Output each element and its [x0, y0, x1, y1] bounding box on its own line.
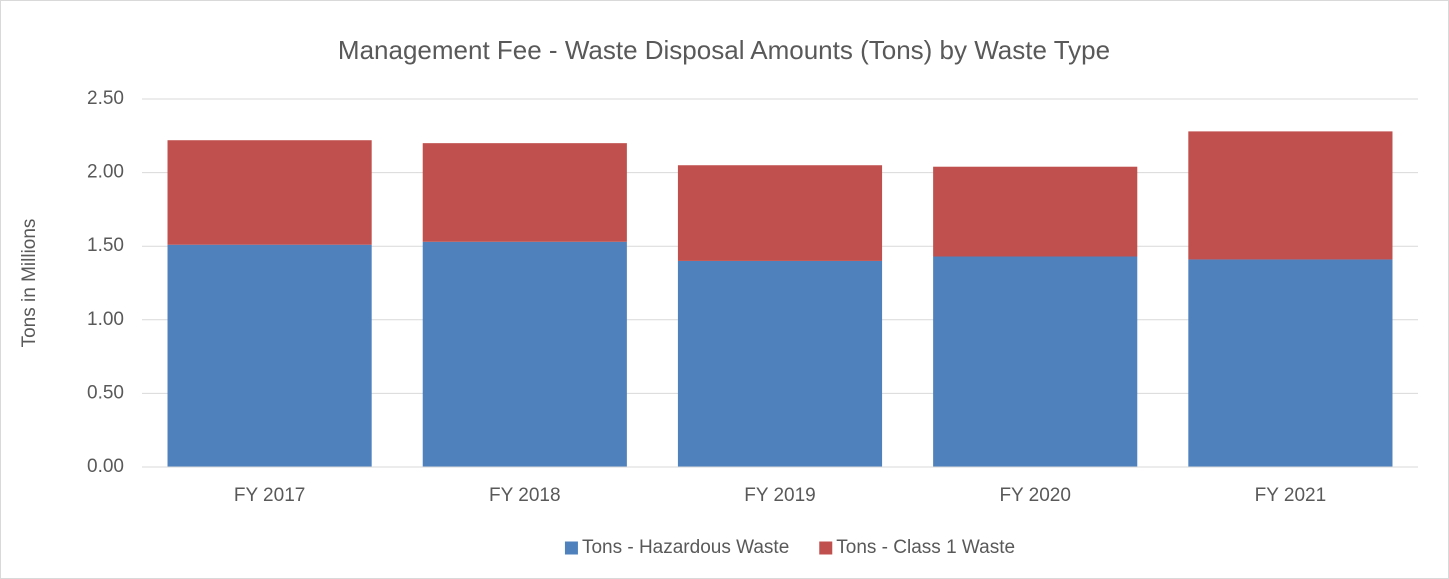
bar-segment	[422, 143, 627, 242]
y-tick-label: 0.50	[87, 382, 124, 403]
legend-label: Tons - Class 1 Waste	[836, 537, 1015, 558]
y-axis-label: Tons in Millions	[19, 219, 40, 348]
y-tick-label: 2.00	[87, 162, 124, 183]
bar-segment	[677, 260, 883, 467]
bar-segment	[167, 140, 372, 245]
bar-segment	[677, 165, 883, 261]
legend-swatch	[564, 541, 578, 555]
x-tick-label: FY 2017	[234, 485, 305, 506]
bar-segment	[1188, 131, 1393, 260]
bar-segment	[1188, 259, 1393, 467]
legend-swatch	[819, 541, 833, 555]
x-tick-label: FY 2019	[744, 485, 815, 506]
y-tick-label: 1.00	[87, 309, 124, 330]
x-tick-label: FY 2021	[1255, 485, 1326, 506]
legend-label: Tons - Hazardous Waste	[582, 537, 789, 558]
chart-title: Management Fee - Waste Disposal Amounts …	[338, 35, 1110, 65]
bar-segment	[933, 166, 1138, 257]
bar-segment	[933, 256, 1138, 467]
x-tick-label: FY 2020	[999, 485, 1070, 506]
bar-segment	[422, 241, 627, 467]
x-tick-label: FY 2018	[489, 485, 560, 506]
y-tick-label: 1.50	[87, 235, 124, 256]
bar-segment	[167, 244, 372, 467]
y-tick-label: 2.50	[87, 88, 124, 109]
y-tick-label: 0.00	[87, 456, 124, 477]
